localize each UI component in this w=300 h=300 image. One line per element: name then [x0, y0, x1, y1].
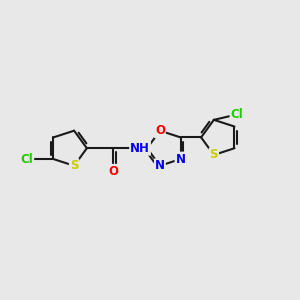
Text: O: O: [109, 165, 118, 178]
Text: S: S: [210, 148, 218, 161]
Text: Cl: Cl: [20, 153, 33, 166]
Text: N: N: [155, 159, 165, 172]
Text: NH: NH: [130, 142, 150, 155]
Text: N: N: [176, 153, 185, 166]
Text: O: O: [155, 124, 165, 137]
Text: Cl: Cl: [230, 108, 243, 121]
Text: S: S: [70, 159, 78, 172]
